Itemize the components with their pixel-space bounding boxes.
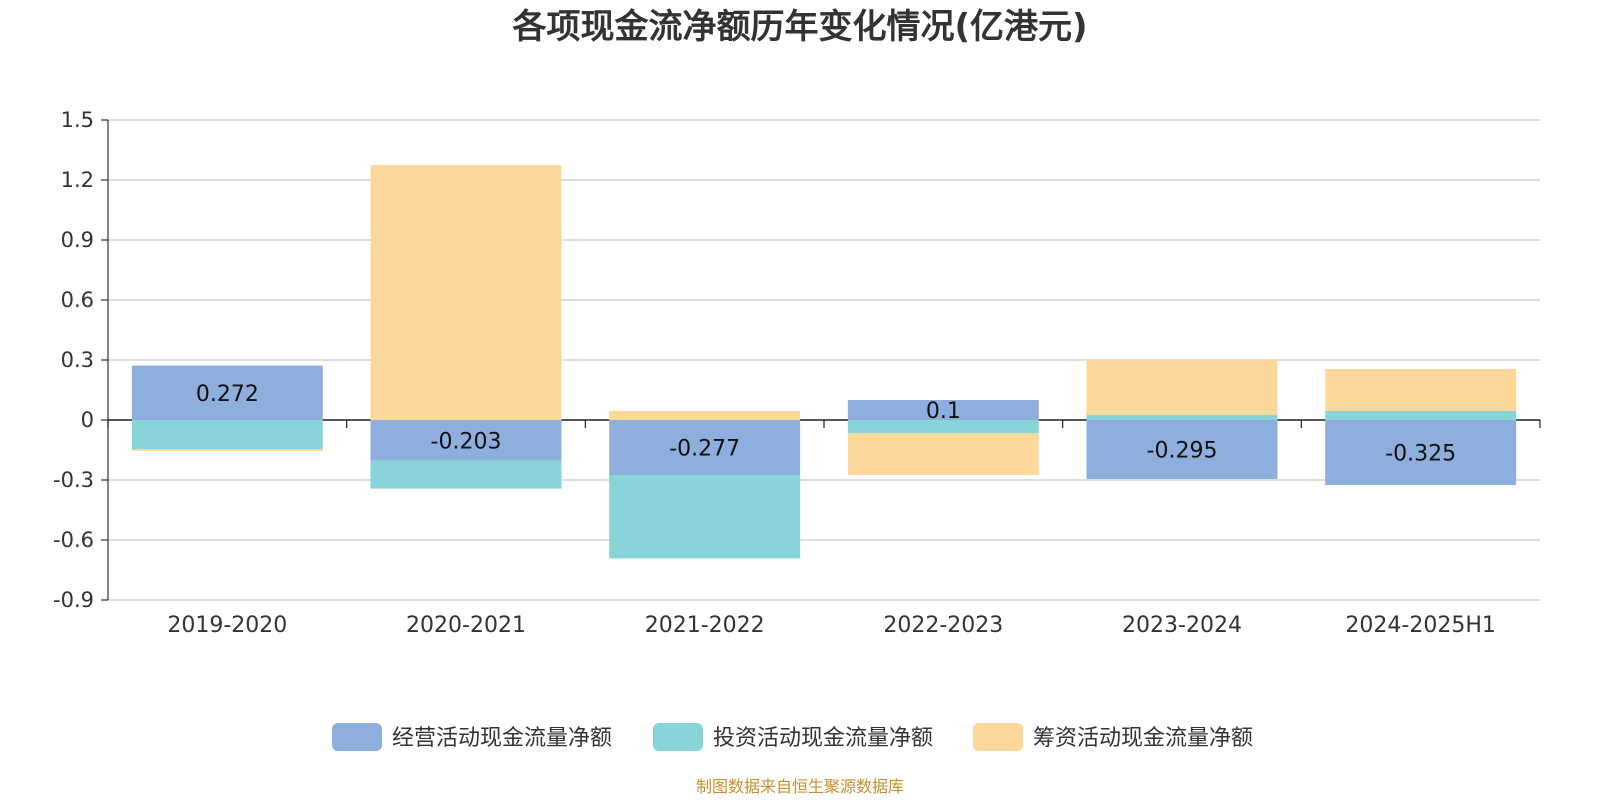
legend-swatch (332, 723, 382, 751)
y-tick-label: -0.9 (53, 588, 94, 612)
chart-title: 各项现金流净额历年变化情况(亿港元) (512, 7, 1087, 47)
bar-segment-series-3 (847, 433, 1039, 475)
y-tick-label: 0.3 (61, 348, 94, 372)
data-label: 0.1 (926, 399, 961, 424)
y-tick-label: 0.6 (61, 288, 94, 312)
source-note: 制图数据来自恒生聚源数据库 (696, 777, 904, 796)
legend-label: 投资活动现金流量净额 (713, 726, 933, 751)
legend-swatch (973, 723, 1023, 751)
legend-swatch (653, 723, 703, 751)
bar-segment-series-3 (131, 449, 323, 451)
y-tick-label: 1.2 (61, 168, 94, 192)
bar-segment-series-2 (370, 460, 562, 489)
y-tick-label: -0.3 (53, 468, 94, 492)
bar-segment-series-1 (847, 400, 1039, 420)
data-label: -0.203 (431, 429, 502, 454)
bars (131, 165, 1517, 559)
bar-segment-series-2 (847, 420, 1039, 433)
bar-segment-series-1 (370, 420, 562, 461)
bar-segment-series-3 (1086, 360, 1278, 415)
bar-segment-series-3 (609, 411, 801, 420)
grid-lines (108, 119, 1540, 601)
axes: 1.5 1.2 0.9 0.6 0.3 0 -0.3 -0.6 -0.9 2019-2020 202… (53, 108, 1541, 638)
y-tick-label: -0.6 (53, 528, 94, 552)
bar-segment-series-1 (1086, 420, 1278, 479)
data-label: -0.277 (669, 437, 740, 462)
bar-segment-series-2 (1325, 411, 1517, 420)
bar-segment-series-3 (370, 165, 562, 420)
x-tick-label: 2022-2023 (883, 613, 1003, 638)
bar-segment-series-1 (1325, 420, 1517, 485)
data-labels: 0.272 -0.203 -0.277 0.1 -0.295 -0.325 (196, 382, 1456, 467)
bar-segment-series-2 (609, 475, 801, 559)
data-label: -0.295 (1147, 439, 1218, 464)
bar-segment-series-1 (131, 365, 323, 420)
x-tick-label: 2023-2024 (1122, 613, 1242, 638)
y-tick-label: 1.5 (61, 108, 94, 132)
x-tick-label: 2019-2020 (167, 613, 287, 638)
x-tick-label: 2021-2022 (645, 613, 765, 638)
legend: 经营活动现金流量净额 投资活动现金流量净额 筹资活动现金流量净额 (332, 723, 1253, 751)
y-tick-label: 0.9 (61, 228, 94, 252)
legend-label: 筹资活动现金流量净额 (1033, 726, 1253, 751)
bar-segment-series-3 (1325, 369, 1517, 411)
bar-segment-series-2 (131, 420, 323, 449)
legend-label: 经营活动现金流量净额 (392, 726, 612, 751)
bar-segment-series-2 (1086, 415, 1278, 420)
data-label: -0.325 (1385, 442, 1456, 467)
bar-segment-series-1 (609, 420, 801, 476)
x-tick-label: 2024-2025H1 (1345, 613, 1495, 638)
data-label: 0.272 (196, 382, 259, 407)
y-tick-label: 0 (81, 408, 94, 432)
x-tick-label: 2020-2021 (406, 613, 526, 638)
